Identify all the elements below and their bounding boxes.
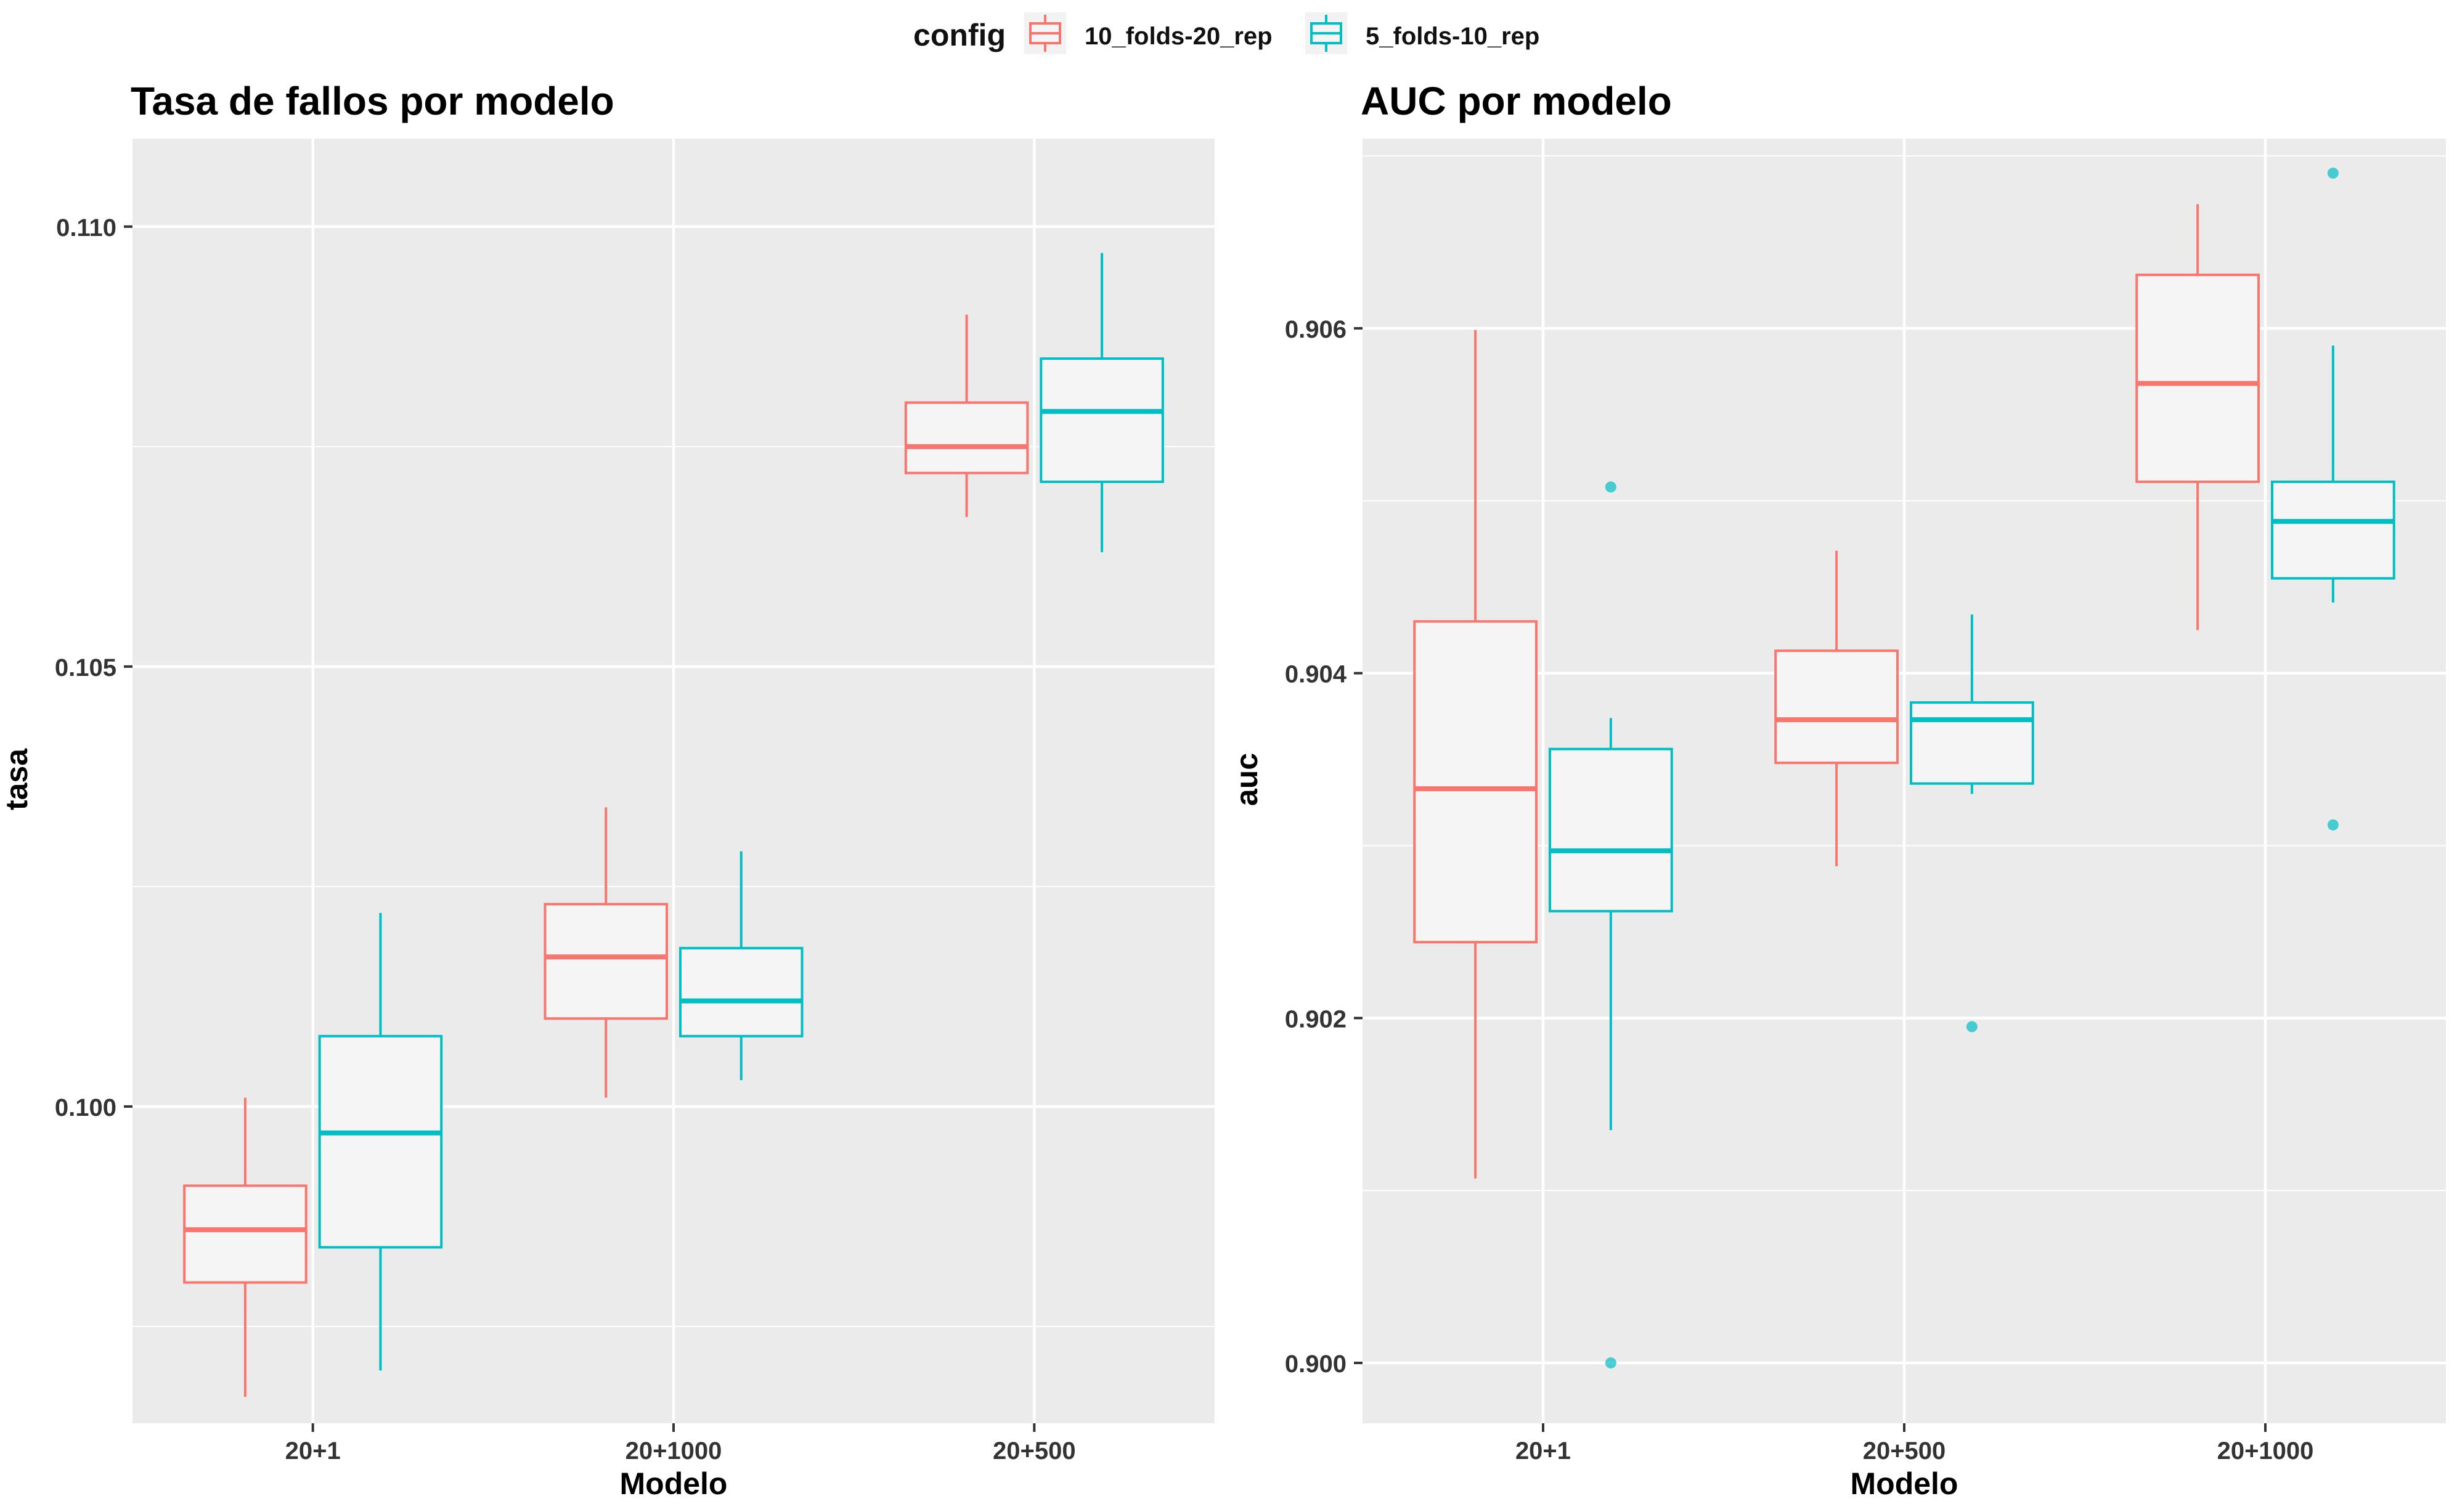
y-tick-label: 0.900 (1285, 1351, 1347, 1378)
chart-auc-panel: AUC por modelo 0.900 0.902 0.904 0.906 20+1 20… (1229, 79, 2446, 1501)
outlier-point (2327, 167, 2339, 179)
box (2135, 274, 2260, 483)
x-axis-title: Modelo (1851, 1466, 1958, 1501)
x-tick-label: 20+1000 (2217, 1437, 2314, 1465)
box (1774, 649, 1899, 765)
box (904, 401, 1029, 474)
legend-title: config (913, 18, 1006, 52)
y-tick-label: 0.906 (1285, 316, 1347, 343)
legend-item: 10_folds-20_rep (1024, 12, 1273, 54)
y-tick-label: 0.904 (1285, 661, 1347, 688)
boxplot-teal (2270, 167, 2395, 831)
box (1040, 357, 1164, 483)
boxplot-red (544, 807, 669, 1098)
boxplot-red (183, 1097, 308, 1397)
outlier-point (2327, 819, 2339, 831)
boxplot-red (1413, 330, 1538, 1179)
y-axis-title: auc (1229, 753, 1264, 806)
y-tick-label: 0.100 (55, 1094, 116, 1121)
box (1909, 701, 2034, 785)
x-axis-title: Modelo (620, 1466, 728, 1501)
legend-label: 10_folds-20_rep (1085, 23, 1273, 50)
y-tick-label: 0.902 (1285, 1006, 1347, 1033)
boxplot-red (1774, 550, 1899, 867)
outlier-point (1605, 481, 1616, 493)
y-tick-label: 0.110 (56, 214, 116, 242)
y-tick-label: 0.105 (55, 654, 116, 681)
boxplot-red (904, 314, 1029, 518)
x-tick-label: 20+1000 (625, 1437, 722, 1465)
box (544, 903, 669, 1020)
box (1413, 620, 1538, 944)
x-tick-label: 20+1 (1515, 1437, 1571, 1465)
x-tick-label: 20+500 (1863, 1437, 1946, 1465)
x-tick-label: 20+500 (993, 1437, 1076, 1465)
boxplot-teal (318, 912, 443, 1371)
outlier-point (1605, 1357, 1616, 1369)
boxplot-teal (1909, 614, 2034, 1033)
chart-tasa-panel: Tasa de fallos por modelo 0.100 0.105 0.110… (0, 79, 1215, 1501)
box (183, 1184, 308, 1284)
boxplot-teal (678, 851, 804, 1081)
box (318, 1034, 443, 1249)
chart-title: Tasa de fallos por modelo (131, 79, 614, 123)
boxplot-teal (1548, 481, 1673, 1369)
legend: config 10_folds-20_rep 5_folds-10_rep (913, 12, 1539, 54)
chart-title: AUC por modelo (1361, 79, 1672, 123)
boxplot-teal (1040, 253, 1164, 553)
outlier-point (1966, 1021, 1978, 1033)
box (678, 946, 804, 1038)
boxplot-red (2135, 204, 2260, 630)
legend-item: 5_folds-10_rep (1305, 12, 1539, 54)
box (1548, 747, 1673, 912)
x-tick-label: 20+1 (285, 1437, 341, 1465)
legend-label: 5_folds-10_rep (1366, 23, 1539, 50)
box (2270, 480, 2395, 580)
y-axis-title: tasa (0, 748, 34, 810)
